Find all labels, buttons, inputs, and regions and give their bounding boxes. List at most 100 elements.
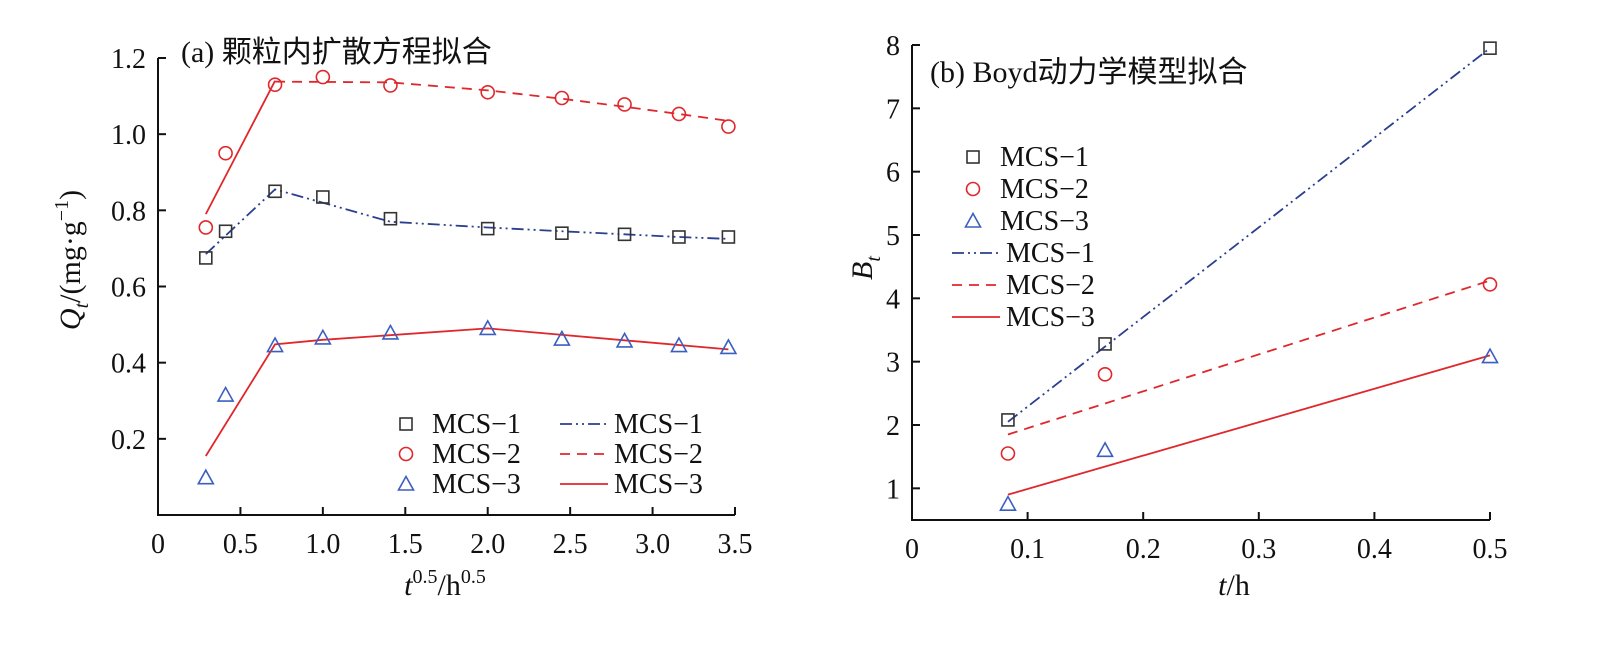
data-point-mcs3 [615,331,634,348]
x-tick-label: 0.1 [1010,534,1045,565]
fit-line-mcs3 [205,327,729,457]
data-point-mcs3 [478,319,497,336]
x-tick-label: 2.0 [470,529,505,560]
legend-entry: MCS−3 [964,206,1089,237]
panel-b-xlabel: t/h [1218,569,1250,602]
data-point-mcs2 [218,145,233,161]
y-tick-label: 8 [886,31,900,62]
y-tick-label: 0.8 [111,196,146,227]
legend-label: MCS−1 [1006,238,1095,269]
data-point-mcs3 [196,468,215,485]
legend-entry: MCS−3 [952,302,1095,333]
data-point-mcs1 [268,184,282,199]
legend-entry: MCS−1 [560,409,703,440]
x-tick-label: 3.0 [635,529,670,560]
fit-line-mcs2 [275,80,729,122]
data-point-mcs3 [670,336,688,353]
data-point-mcs2 [1000,446,1016,461]
x-tick-label: 1.0 [305,529,340,560]
legend-entry: MCS−1 [952,238,1095,269]
legend-label: MCS−2 [1006,270,1095,301]
fit-line-mcs3 [1007,354,1491,496]
data-point-mcs3 [1481,347,1499,364]
data-point-mcs2 [198,220,214,235]
legend-label: MCS−2 [614,439,703,470]
data-point-mcs1 [1483,41,1497,55]
legend-label: MCS−3 [432,469,521,500]
data-point-mcs3 [553,329,571,346]
panel-a-data-points [196,69,738,485]
data-point-mcs2 [1482,277,1498,292]
legend-marker [965,181,981,197]
panel-b-fit-lines [1007,47,1491,496]
data-point-mcs3 [381,323,400,340]
legend-entry: MCS−2 [965,174,1089,205]
data-point-mcs3 [719,338,738,355]
data-point-mcs1 [218,224,233,239]
legend-marker [964,211,982,228]
x-tick-label: 0 [905,534,919,565]
legend-marker [397,474,415,491]
fit-line-mcs1 [1007,47,1491,423]
x-tick-label: 0.5 [1473,534,1508,565]
legend-entry: MCS−2 [398,439,521,470]
legend-entry: MCS−2 [952,270,1095,301]
data-point-mcs1 [199,251,213,265]
y-tick-label: 3 [886,348,900,379]
y-tick-label: 1.2 [111,44,146,75]
y-tick-label: 0.4 [111,349,146,380]
panel-a-xlabel: t0.5/h0.5 [404,566,486,602]
fit-line-mcs1 [205,188,729,255]
legend-marker [398,446,414,462]
panel-a-chart: 0 0.5 1.0 1.5 2.0 2.5 3.0 3.5 0.2 0.4 0.6 0.8 1.0 1.2… [51,36,753,602]
legend-entry: MCS−3 [560,469,703,500]
y-tick-label: 4 [886,284,900,315]
panel-a-title: (a) 颗粒内扩散方程拟合 [181,36,492,69]
y-tick-label: 2 [886,411,900,442]
data-point-mcs3 [313,328,332,345]
legend-marker [966,150,980,164]
data-point-mcs2 [1097,367,1113,382]
legend-label: MCS−1 [432,409,521,440]
legend-label: MCS−1 [1000,142,1089,173]
fit-line-mcs2 [205,80,276,215]
legend-entry: MCS−1 [966,142,1089,173]
panel-b-ticks: 0 0.1 0.2 0.3 0.4 0.5 1 2 3 4 5 6 7 8 [886,31,1508,565]
data-point-mcs2 [267,77,283,92]
data-point-mcs2 [383,78,398,93]
data-point-mcs2 [554,90,570,106]
legend-label: MCS−3 [1000,206,1089,237]
data-point-mcs2 [617,97,632,112]
legend-label: MCS−3 [1006,302,1095,333]
data-point-mcs1 [555,226,569,240]
data-point-mcs1 [672,230,686,244]
y-tick-label: 7 [886,94,900,125]
data-point-mcs1 [1098,337,1112,351]
legend-entry: MCS−1 [399,409,521,440]
legend-entry: MCS−3 [397,469,521,500]
legend-label: MCS−1 [614,409,703,440]
x-tick-label: 0.5 [223,529,258,560]
panel-a-ticks: 0 0.5 1.0 1.5 2.0 2.5 3.0 3.5 0.2 0.4 0.6 0.8 1.0 1.2 [111,44,753,560]
panel-b-ylabel: Bt [846,256,885,280]
data-point-mcs2 [480,84,496,100]
y-tick-label: 1 [886,474,900,505]
x-tick-label: 0.3 [1241,534,1276,565]
y-tick-label: 0.6 [111,273,146,304]
data-point-mcs3 [1096,441,1114,458]
data-point-mcs2 [315,69,331,85]
legend-label: MCS−2 [432,439,521,470]
x-tick-label: 0.2 [1126,534,1161,565]
y-tick-label: 6 [886,158,900,189]
legend-label: MCS−3 [614,469,703,500]
panel-b-chart: 0 0.1 0.2 0.3 0.4 0.5 1 2 3 4 5 6 7 8 (b) Boyd动力学模型拟合… [846,31,1508,602]
x-tick-label: 0.4 [1357,534,1392,565]
panel-b-title: (b) Boyd动力学模型拟合 [930,56,1248,89]
legend-marker [399,417,413,431]
data-point-mcs1 [1001,413,1015,427]
data-point-mcs1 [721,230,736,244]
x-tick-label: 0 [151,529,165,560]
